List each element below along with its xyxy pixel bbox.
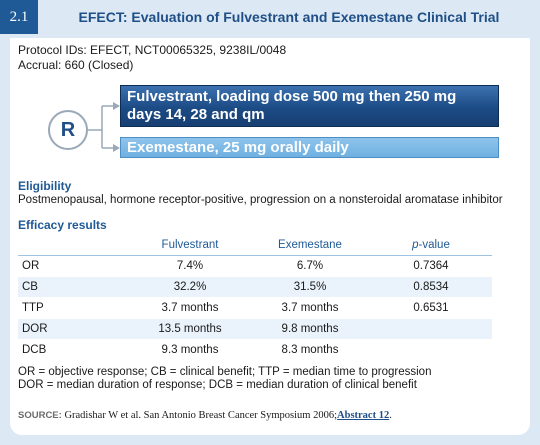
- cell-exemestane: 3.7 months: [250, 297, 370, 319]
- table-row: OR 7.4% 6.7% 0.7364: [18, 255, 492, 277]
- table-row: TTP 3.7 months 3.7 months 0.6531: [18, 297, 492, 319]
- table-row: DOR 13.5 months 9.8 months: [18, 318, 492, 340]
- row-label: TTP: [18, 297, 130, 319]
- row-label: CB: [18, 276, 130, 298]
- notes-line-1: OR = objective response; CB = clinical b…: [18, 366, 432, 378]
- protocol-info: Protocol IDs: EFECT, NCT00065325, 9238IL…: [18, 43, 286, 73]
- cell-p-value: [370, 339, 492, 361]
- arrowhead-2: [113, 144, 120, 152]
- cell-exemestane: 6.7%: [250, 255, 370, 277]
- header-p-italic: p: [412, 239, 419, 252]
- cell-exemestane: 31.5%: [250, 276, 370, 298]
- header-fulvestrant: Fulvestrant: [130, 236, 250, 256]
- table-header-row: Fulvestrant Exemestane p-value: [18, 236, 492, 256]
- source-end: .: [389, 410, 392, 421]
- row-label: DOR: [18, 318, 130, 340]
- figure-number: 2.1: [0, 0, 38, 34]
- source-label: SOURCE:: [18, 410, 62, 421]
- row-label: OR: [18, 255, 130, 277]
- title-bar: EFECT: Evaluation of Fulvestrant and Exe…: [38, 0, 540, 34]
- cell-exemestane: 9.8 months: [250, 318, 370, 340]
- cell-p-value: 0.6531: [370, 297, 492, 319]
- arm-1-line-1: Fulvestrant, loading dose 500 mg then 25…: [127, 88, 457, 105]
- notes-line-2: DOR = median duration of response; DCB =…: [18, 379, 417, 391]
- cell-p-value: 0.7364: [370, 255, 492, 277]
- efficacy-heading: Efficacy results: [18, 218, 107, 232]
- cell-fulvestrant: 32.2%: [130, 276, 250, 298]
- header-exemestane: Exemestane: [250, 236, 370, 256]
- eligibility-text: Postmenopausal, hormone receptor-positiv…: [18, 194, 503, 206]
- source-text: Gradishar W et al. San Antonio Breast Ca…: [64, 410, 338, 421]
- table-row: DCB 9.3 months 8.3 months: [18, 339, 492, 361]
- header-p-suffix: -value: [418, 239, 450, 252]
- figure-title: EFECT: Evaluation of Fulvestrant and Exe…: [78, 9, 500, 25]
- abbreviation-notes: OR = objective response; CB = clinical b…: [18, 366, 431, 392]
- treatment-arm-exemestane: Exemestane, 25 mg orally daily: [120, 137, 499, 158]
- accrual: Accrual: 660 (Closed): [18, 58, 134, 72]
- header-blank: [18, 236, 130, 256]
- cell-fulvestrant: 9.3 months: [130, 339, 250, 361]
- cell-fulvestrant: 3.7 months: [130, 297, 250, 319]
- arm-1-line-2: days 14, 28 and qm: [127, 106, 265, 123]
- cell-p-value: 0.8534: [370, 276, 492, 298]
- cell-fulvestrant: 13.5 months: [130, 318, 250, 340]
- arrowhead-1: [113, 102, 120, 110]
- table-row: CB 32.2% 31.5% 0.8534: [18, 276, 492, 298]
- cell-p-value: [370, 318, 492, 340]
- randomization-symbol: R: [48, 110, 88, 150]
- eligibility-heading: Eligibility: [18, 179, 72, 193]
- cell-fulvestrant: 7.4%: [130, 255, 250, 277]
- content-panel: Protocol IDs: EFECT, NCT00065325, 9238IL…: [10, 38, 530, 435]
- source-citation: SOURCE: Gradishar W et al. San Antonio B…: [18, 410, 392, 421]
- treatment-arm-fulvestrant: Fulvestrant, loading dose 500 mg then 25…: [120, 85, 499, 127]
- header-p-value: p-value: [370, 236, 492, 256]
- protocol-ids: Protocol IDs: EFECT, NCT00065325, 9238IL…: [18, 43, 287, 57]
- randomization-arrows: [88, 102, 120, 152]
- abstract-link[interactable]: Abstract 12: [337, 410, 390, 421]
- efficacy-table: Fulvestrant Exemestane p-value OR 7.4% 6…: [18, 236, 492, 361]
- arm-2-line-1: Exemestane, 25 mg orally daily: [127, 139, 349, 156]
- row-label: DCB: [18, 339, 130, 361]
- cell-exemestane: 8.3 months: [250, 339, 370, 361]
